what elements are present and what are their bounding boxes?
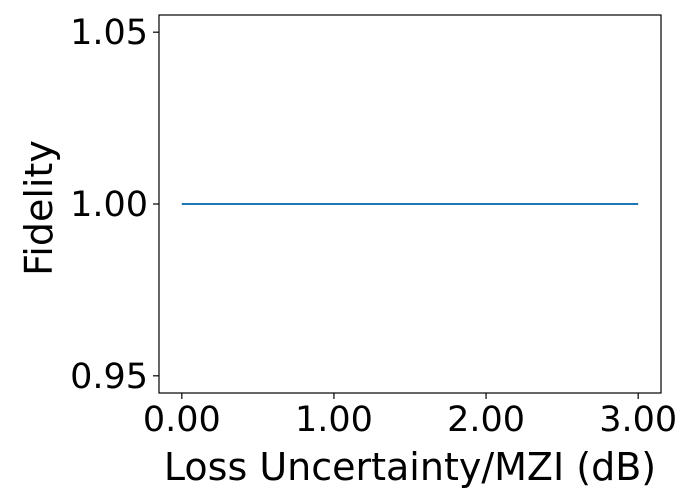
y-axis: 0.95 1.00 1.05 <box>70 13 159 397</box>
x-tick-label: 2.00 <box>447 400 525 440</box>
y-tick-label: 1.00 <box>70 185 148 225</box>
y-tick-label: 1.05 <box>70 13 148 53</box>
x-tick-label: 1.00 <box>295 400 373 440</box>
x-tick-label: 0.00 <box>143 400 221 440</box>
x-axis: 0.00 1.00 2.00 3.00 <box>143 393 677 440</box>
y-axis-label: Fidelity <box>17 140 61 276</box>
x-tick-label: 3.00 <box>599 400 677 440</box>
x-axis-label: Loss Uncertainty/MZI (dB) <box>164 445 656 489</box>
y-tick-label: 0.95 <box>70 357 148 397</box>
